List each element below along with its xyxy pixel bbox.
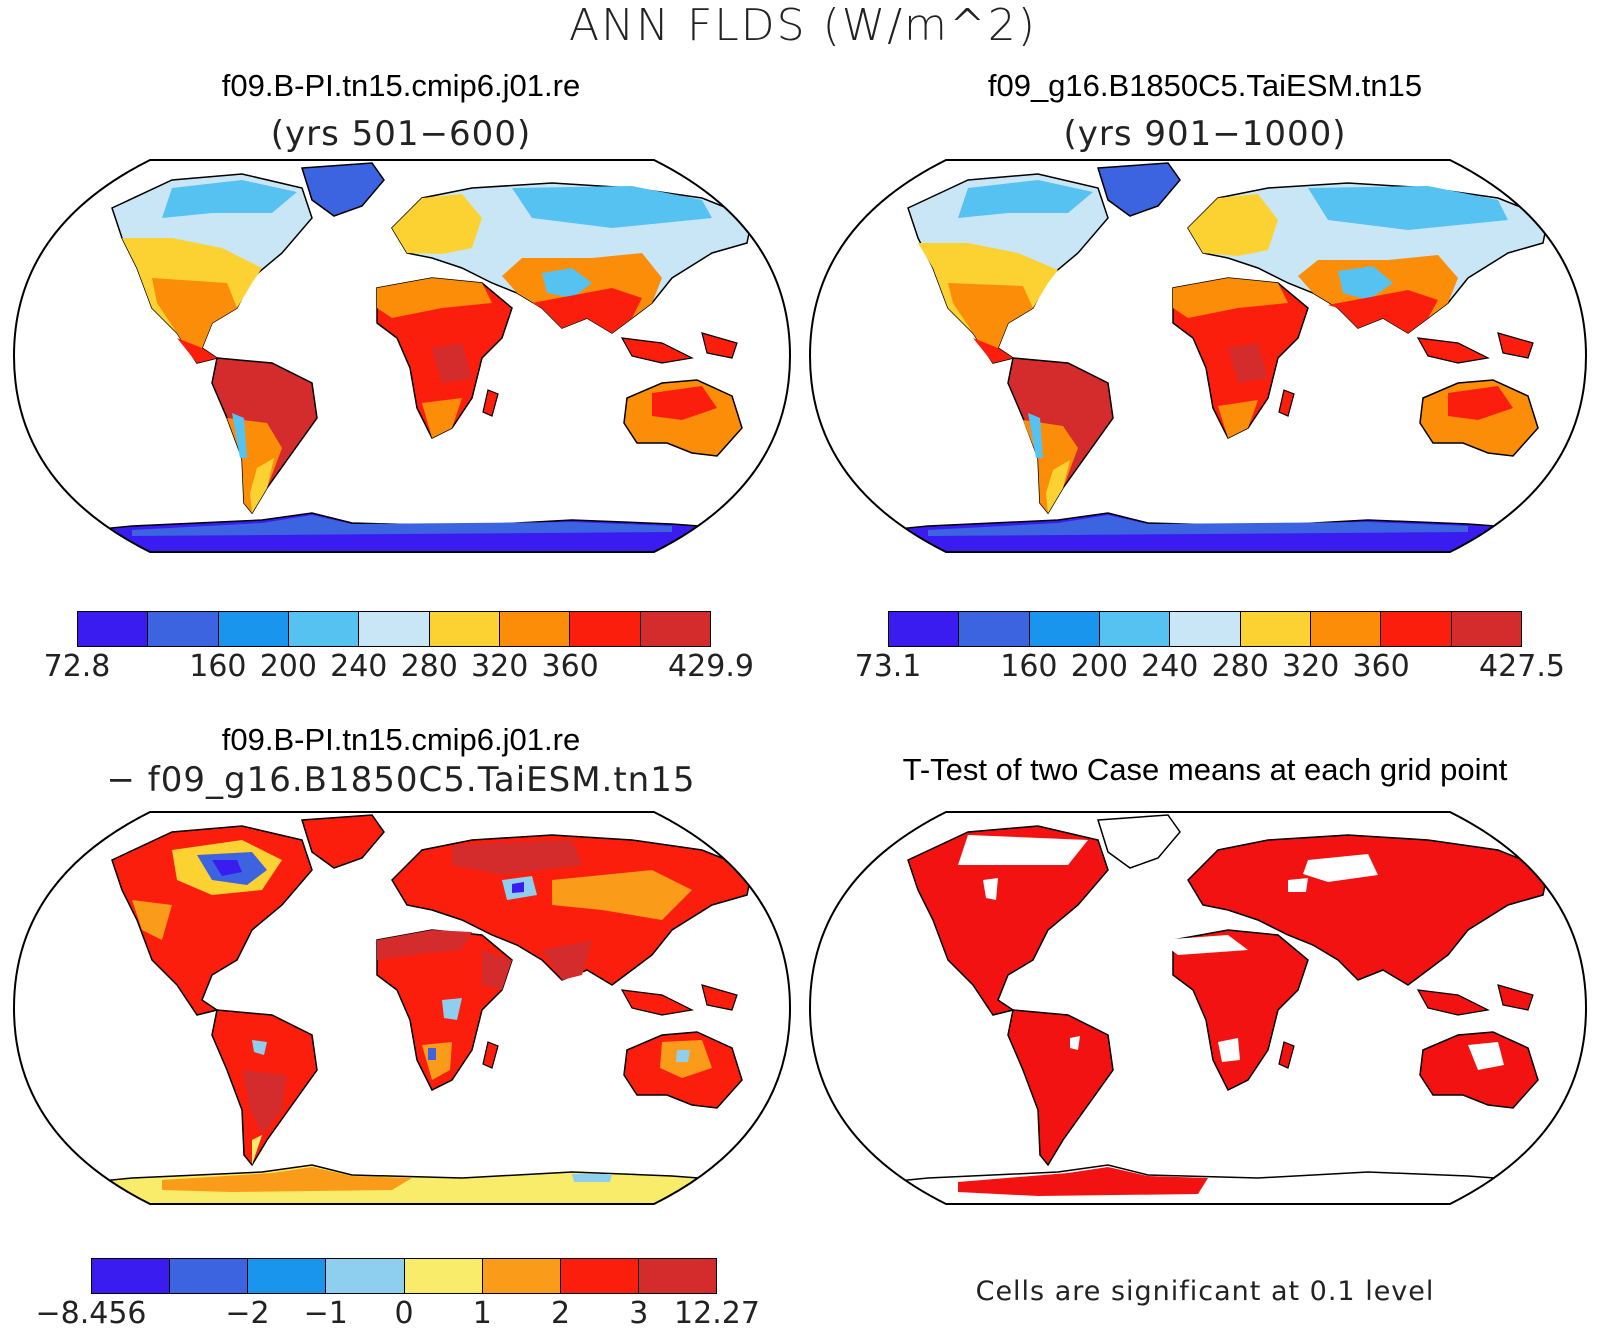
- colorbar-segment: [638, 1259, 716, 1293]
- colorbar-segment: [326, 1259, 405, 1293]
- map-tl: [12, 159, 792, 553]
- colorbar-segment: [1381, 612, 1452, 646]
- colorbar-tick-label: 160: [189, 649, 247, 684]
- colorbar-tick-label: 320: [1282, 649, 1340, 684]
- colorbar-tick-label: 12.27: [674, 1296, 760, 1331]
- colorbar-segment: [170, 1259, 249, 1293]
- map-tr: [808, 159, 1588, 553]
- colorbar-tl: [77, 611, 711, 647]
- colorbar-tick-label: 1: [472, 1296, 492, 1331]
- colorbar-segment: [959, 612, 1030, 646]
- colorbar-tick-label: 0: [394, 1296, 414, 1331]
- map-br: [808, 811, 1588, 1205]
- colorbar-segment: [218, 612, 289, 646]
- colorbar-segment: [640, 612, 710, 646]
- colorbar-tick-label: 73.1: [854, 649, 922, 684]
- greenland: [301, 162, 385, 217]
- colorbar-segment: [1240, 612, 1311, 646]
- panel-bl-title: f09.B-PI.tn15.cmip6.j01.re: [221, 722, 581, 757]
- colorbar-segment: [288, 612, 360, 646]
- colorbar-tick-label: 280: [400, 649, 458, 684]
- colorbar-segment: [889, 612, 960, 646]
- colorbar-tick-label: 240: [330, 649, 388, 684]
- colorbar-tick-label: −8.456: [35, 1296, 147, 1331]
- colorbar-segment: [560, 1259, 639, 1293]
- colorbar-segment: [1170, 612, 1241, 646]
- colorbar-segment: [148, 612, 219, 646]
- colorbar-segment: [429, 612, 500, 646]
- colorbar-tick-label: 429.9: [668, 649, 754, 684]
- panel-br-title: T-Test of two Case means at each grid po…: [902, 752, 1508, 787]
- panel-bl-subtitle: − f09_g16.B1850C5.TaiESM.tn15: [106, 760, 696, 800]
- panel-tl-title: f09.B-PI.tn15.cmip6.j01.re: [221, 68, 581, 103]
- colorbar-tick-label: 240: [1141, 649, 1199, 684]
- colorbar-segment: [404, 1259, 483, 1293]
- colorbar-segment: [359, 612, 430, 646]
- colorbar-tick-label: 72.8: [43, 649, 111, 684]
- colorbar-tick-label: −2: [225, 1296, 270, 1331]
- colorbar-tick-label: 200: [1070, 649, 1128, 684]
- colorbar-tick-label: 3: [629, 1296, 649, 1331]
- colorbar-tick-label: 200: [259, 649, 317, 684]
- colorbar-tick-label: 427.5: [1479, 649, 1565, 684]
- colorbar-tick-label: 360: [541, 649, 599, 684]
- colorbar-segment: [78, 612, 149, 646]
- colorbar-bl: [91, 1258, 717, 1294]
- colorbar-segment: [92, 1259, 171, 1293]
- colorbar-tick-label: 360: [1352, 649, 1410, 684]
- significance-note: Cells are significant at 0.1 level: [975, 1276, 1435, 1307]
- colorbar-tick-label: 320: [471, 649, 529, 684]
- colorbar-tr: [888, 611, 1522, 647]
- colorbar-segment: [1029, 612, 1100, 646]
- colorbar-segment: [499, 612, 571, 646]
- panel-tl-subtitle: (yrs 501−600): [270, 114, 532, 154]
- colorbar-tick-label: 160: [1000, 649, 1058, 684]
- colorbar-segment: [1451, 612, 1521, 646]
- colorbar-segment: [570, 612, 641, 646]
- panel-tr-title: f09_g16.B1850C5.TaiESM.tn15: [987, 68, 1423, 103]
- colorbar-segment: [482, 1259, 561, 1293]
- colorbar-segment: [1310, 612, 1382, 646]
- colorbar-segment: [248, 1259, 327, 1293]
- colorbar-tick-label: −1: [303, 1296, 348, 1331]
- panel-tr-subtitle: (yrs 901−1000): [1063, 114, 1347, 154]
- colorbar-tick-label: 2: [550, 1296, 571, 1331]
- colorbar-segment: [1099, 612, 1171, 646]
- map-bl: [12, 811, 792, 1205]
- figure-title: ANN FLDS (W/m^2): [569, 0, 1037, 51]
- colorbar-tick-label: 280: [1211, 649, 1269, 684]
